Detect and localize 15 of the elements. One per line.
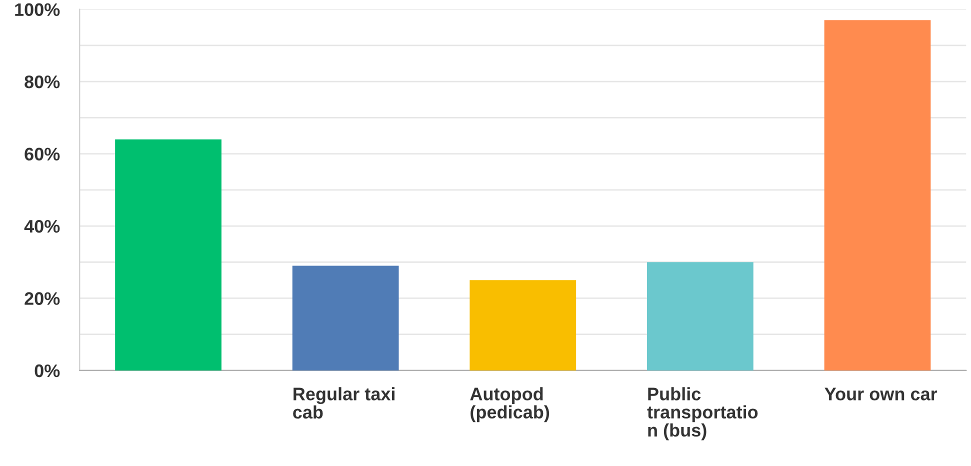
bar [470, 280, 576, 370]
bar [646, 262, 754, 370]
x-tick-label: Regular taxi cab [293, 387, 394, 419]
y-tick-label: 60% [24, 148, 60, 160]
y-tick-label: 80% [24, 75, 60, 88]
x-tick-label: Your own car [824, 388, 938, 400]
y-tick-label: 20% [24, 292, 60, 305]
bar [115, 139, 222, 370]
y-tick-label: 40% [24, 220, 60, 233]
bar [292, 266, 399, 370]
bar [824, 20, 931, 370]
y-tick-label: 0% [34, 364, 60, 378]
y-tick-label: 100% [15, 3, 60, 16]
x-tick-label: Autopod (pedicab) [470, 387, 550, 422]
x-tick-label: Public transportatio n (bus) [647, 387, 758, 440]
